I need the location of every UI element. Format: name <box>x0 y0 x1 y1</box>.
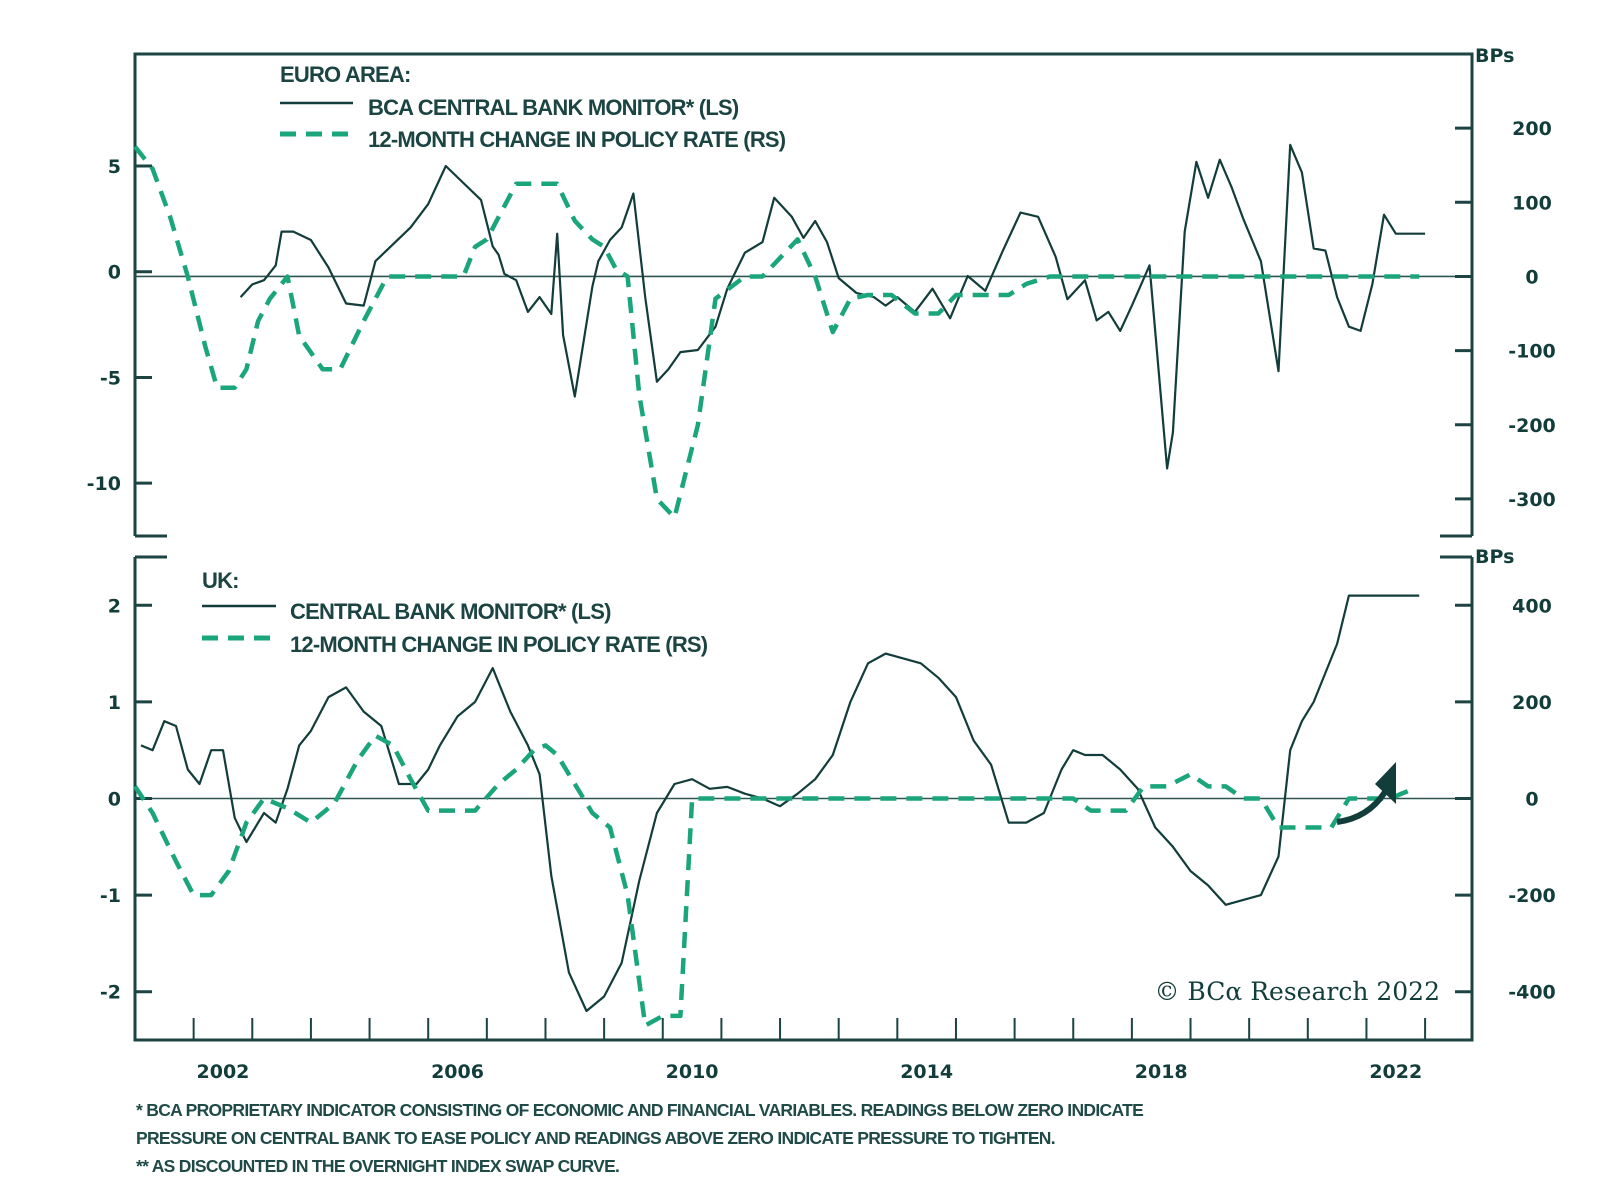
right-tick-label: 100 <box>1512 192 1552 214</box>
euro-area-frame <box>133 52 1474 538</box>
x-tick-label: 2010 <box>666 1061 719 1083</box>
uk-policy-rate-line <box>133 733 1415 1028</box>
left-tick-label: 0 <box>108 262 121 284</box>
right-tick-label: 200 <box>1512 118 1552 140</box>
x-tick-label: 2002 <box>197 1061 250 1083</box>
left-tick-label: 1 <box>108 692 121 714</box>
x-axis: 2002 2006 2010 2014 2018 2022 <box>192 1018 1427 1083</box>
euro-area-right-axis-label: BPs <box>1475 45 1514 67</box>
euro-area-legend-policy-rate: 12-MONTH CHANGE IN POLICY RATE (RS) <box>368 127 786 152</box>
right-tick-label: -200 <box>1508 885 1556 907</box>
left-tick-label: 2 <box>108 595 121 617</box>
right-tick-label: 200 <box>1512 692 1552 714</box>
x-tick-label: 2022 <box>1369 1061 1422 1083</box>
right-tick-label: -300 <box>1508 489 1556 511</box>
uk-series <box>133 594 1420 1028</box>
euro-area-title: EURO AREA: <box>280 62 411 87</box>
x-tick-label: 2006 <box>431 1061 484 1083</box>
right-tick-label: -200 <box>1508 415 1556 437</box>
euro-area-series <box>133 143 1426 520</box>
uk-left-axis: 2 1 0 -1 -2 <box>100 595 152 1004</box>
left-tick-label: -10 <box>87 473 121 495</box>
uk-monitor-line <box>140 594 1420 1013</box>
euro-area-right-axis: 200 100 0 -100 -200 -300 <box>1455 118 1556 511</box>
right-tick-label: 0 <box>1525 266 1538 288</box>
euro-area-policy-rate-line <box>133 145 1420 520</box>
footnote-3: ** AS DISCOUNTED IN THE OVERNIGHT INDEX … <box>136 1156 620 1176</box>
uk-right-axis: 400 200 0 -200 -400 <box>1455 595 1556 1004</box>
uk-title: UK: <box>202 568 239 593</box>
footnote-2: PRESSURE ON CENTRAL BANK TO EASE POLICY … <box>136 1128 1056 1148</box>
left-tick-label: -5 <box>100 367 121 389</box>
left-tick-label: 0 <box>108 789 121 811</box>
left-tick-label: 5 <box>108 156 121 178</box>
frame-outline <box>133 52 1474 536</box>
uk-legend: UK: CENTRAL BANK MONITOR* (LS) 12-MONTH … <box>202 568 709 657</box>
copyright: © BCα Research 2022 <box>1154 977 1440 1006</box>
uk-panel: 2 1 0 -1 -2 400 200 0 -200 -400 2002 2006 2010 2014… <box>100 546 1556 1083</box>
left-tick-label: -2 <box>100 982 121 1004</box>
euro-area-left-axis: 5 0 -5 -10 <box>87 156 152 495</box>
euro-area-legend: EURO AREA: BCA CENTRAL BANK MONITOR* (LS… <box>280 62 787 152</box>
uk-legend-policy-rate: 12-MONTH CHANGE IN POLICY RATE (RS) <box>290 632 708 657</box>
curved-up-arrow-icon <box>1336 762 1396 825</box>
euro-area-monitor-line <box>239 143 1426 470</box>
uk-legend-monitor: CENTRAL BANK MONITOR* (LS) <box>290 599 611 624</box>
footnote-1: * BCA PROPRIETARY INDICATOR CONSISTING O… <box>136 1100 1144 1120</box>
right-tick-label: 0 <box>1525 789 1538 811</box>
x-tick-label: 2018 <box>1135 1061 1188 1083</box>
euro-area-legend-monitor: BCA CENTRAL BANK MONITOR* (LS) <box>368 95 739 120</box>
euro-area-panel: 5 0 -5 -10 200 100 0 -100 -200 -300 BPs EURO ARE… <box>87 45 1556 538</box>
uk-right-axis-label: BPs <box>1475 546 1514 568</box>
x-tick-label: 2014 <box>900 1061 953 1083</box>
right-tick-label: -100 <box>1508 341 1556 363</box>
right-tick-label: -400 <box>1508 982 1556 1004</box>
right-tick-label: 400 <box>1512 595 1552 617</box>
left-tick-label: -1 <box>100 885 121 907</box>
